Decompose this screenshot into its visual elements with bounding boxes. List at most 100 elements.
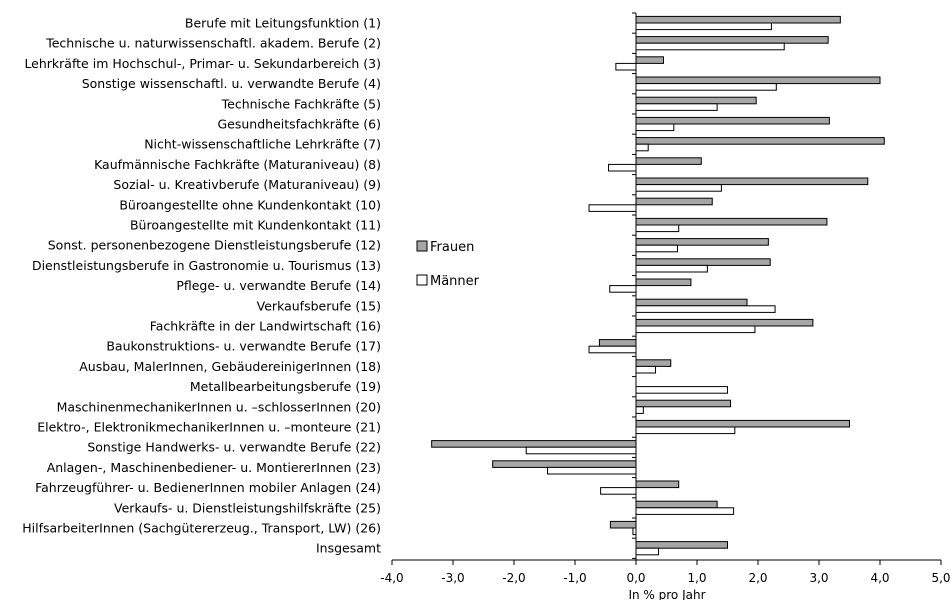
category-label: Büroangestellte ohne Kundenkontakt (10) [119, 197, 381, 212]
category-label: Nicht-wissenschaftliche Lehrkräfte (7) [144, 137, 381, 152]
bar-frauen [635, 76, 881, 85]
bar-frauen [635, 15, 841, 24]
category-label: Lehrkräfte im Hochschul-, Primar- u. Sek… [24, 56, 381, 71]
bars [431, 15, 885, 556]
category-label: Baukonstruktions- u. verwandte Berufe (1… [106, 339, 381, 354]
category-label: MaschinenmechanikerInnen u. –schlosserIn… [57, 399, 381, 414]
bar-frauen [635, 399, 732, 408]
x-tick-label: -4,0 [380, 571, 403, 585]
category-label: Technische Fachkräfte (5) [221, 96, 381, 111]
bar-frauen [431, 440, 637, 448]
category-label: HilfsarbeiterInnen (Sachgütererzeug., Tr… [22, 521, 381, 536]
category-label: Anlagen-, Maschinenbediener- u. Montiere… [47, 460, 381, 475]
bar-frauen [635, 298, 748, 307]
category-label: Sonst. personenbezogene Dienstleistungsb… [48, 238, 381, 253]
bar-frauen [635, 96, 757, 105]
bar-maenner [635, 325, 756, 334]
bar-maenner [635, 224, 680, 233]
bar-maenner [635, 143, 649, 152]
bar-maenner [588, 345, 637, 354]
bar-maenner [635, 103, 718, 111]
bar-maenner [635, 406, 644, 414]
bar-maenner [635, 365, 657, 374]
bar-frauen [609, 520, 637, 529]
category-label: Sozial- u. Kreativberufe (Maturaniveau) … [113, 177, 381, 192]
bar-maenner [609, 285, 637, 293]
bar-frauen [492, 460, 637, 468]
category-label: Sonstige wissenschaftl. u. verwandte Ber… [82, 76, 381, 91]
bar-maenner [635, 83, 777, 91]
x-tick-label: 2,0 [748, 571, 767, 585]
bar-maenner [635, 547, 660, 556]
x-axis-title: In % pro Jahr [628, 588, 705, 600]
bar-maenner [525, 446, 637, 455]
bar-maenner [635, 264, 708, 273]
bar-frauen [635, 318, 814, 327]
bar-frauen [635, 197, 713, 206]
category-label: Büroangestellte mit Kundenkontakt (11) [130, 218, 381, 233]
category-label: Sonstige Handwerks- u. verwandte Berufe … [87, 440, 381, 455]
bar-maenner [635, 426, 736, 435]
bar-frauen [598, 339, 637, 347]
legend-label-frauen: Frauen [430, 240, 474, 255]
bar-maenner [615, 62, 637, 71]
category-label: Verkaufs- u. Dienstleistungshilfskräfte … [114, 500, 381, 515]
x-tick-label: -2,0 [502, 571, 525, 585]
x-tick-label: 5,0 [931, 571, 950, 585]
bar-frauen [635, 56, 664, 64]
bar-maenner [635, 22, 772, 31]
bar-maenner [635, 42, 785, 51]
category-label: Fachkräfte in der Landwirtschaft (16) [150, 319, 381, 334]
bar-maenner [608, 163, 637, 172]
bar-frauen [635, 36, 829, 44]
bar-maenner [635, 305, 776, 313]
bar-frauen [635, 116, 830, 125]
legend-swatch-maenner [416, 274, 428, 286]
bar-frauen [635, 500, 718, 509]
category-label: Ausbau, MalerInnen, GebäudereinigerInnen… [79, 359, 381, 374]
bar-maenner [600, 487, 637, 495]
x-tick-label: -3,0 [441, 571, 464, 585]
category-label: Verkaufsberufe (15) [257, 298, 381, 313]
category-label: Berufe mit Leitungsfunktion (1) [185, 16, 381, 31]
legend: Frauen Männer [416, 240, 480, 289]
bar-maenner [635, 507, 735, 515]
bar-frauen [635, 541, 728, 549]
axes: -4,0 -3,0 -2,0 -1,0 0,0 1,0 2,0 3,0 4,0 5,0 [380, 12, 951, 585]
category-labels: Berufe mit Leitungsfunktion (1) Technisch… [22, 16, 381, 556]
x-tick-label: 0,0 [626, 571, 645, 585]
bar-frauen [635, 480, 680, 489]
bar-maenner [635, 184, 722, 192]
bar-maenner [635, 123, 675, 132]
bar-frauen [635, 177, 869, 186]
bar-maenner [588, 204, 637, 212]
legend-swatch-frauen [416, 240, 428, 252]
bar-frauen [635, 238, 769, 246]
category-label: Insgesamt [316, 541, 381, 556]
category-label: Fahrzeugführer- u. BedienerInnen mobiler… [35, 480, 381, 495]
bar-frauen [635, 217, 828, 226]
category-label: Metallbearbeitungsberufe (19) [190, 379, 381, 394]
bar-frauen [635, 359, 672, 367]
x-tick-label: 4,0 [870, 571, 889, 585]
category-label: Kaufmännische Fachkräfte (Maturaniveau) … [94, 157, 381, 172]
bar-frauen [635, 258, 771, 266]
bar-frauen [635, 278, 692, 287]
bar-frauen [635, 419, 850, 428]
bar-maenner [635, 386, 728, 394]
x-tick-label: -1,0 [563, 571, 586, 585]
bar-frauen [635, 137, 885, 145]
bar-maenner [547, 466, 637, 475]
category-label: Pflege- u. verwandte Berufe (14) [176, 278, 381, 293]
category-label: Elektro-, ElektronikmechanikerInnen u. –… [37, 420, 381, 435]
legend-label-maenner: Männer [430, 274, 480, 289]
category-label: Technische u. naturwissenschaftl. akadem… [45, 36, 381, 51]
x-tick-label: 3,0 [809, 571, 828, 585]
bar-maenner [635, 244, 678, 253]
x-tick-label: 1,0 [687, 571, 706, 585]
bar-frauen [635, 157, 702, 165]
category-label: Gesundheitsfachkräfte (6) [217, 117, 381, 132]
category-label: Dienstleistungsberufe in Gastronomie u. … [32, 258, 381, 273]
